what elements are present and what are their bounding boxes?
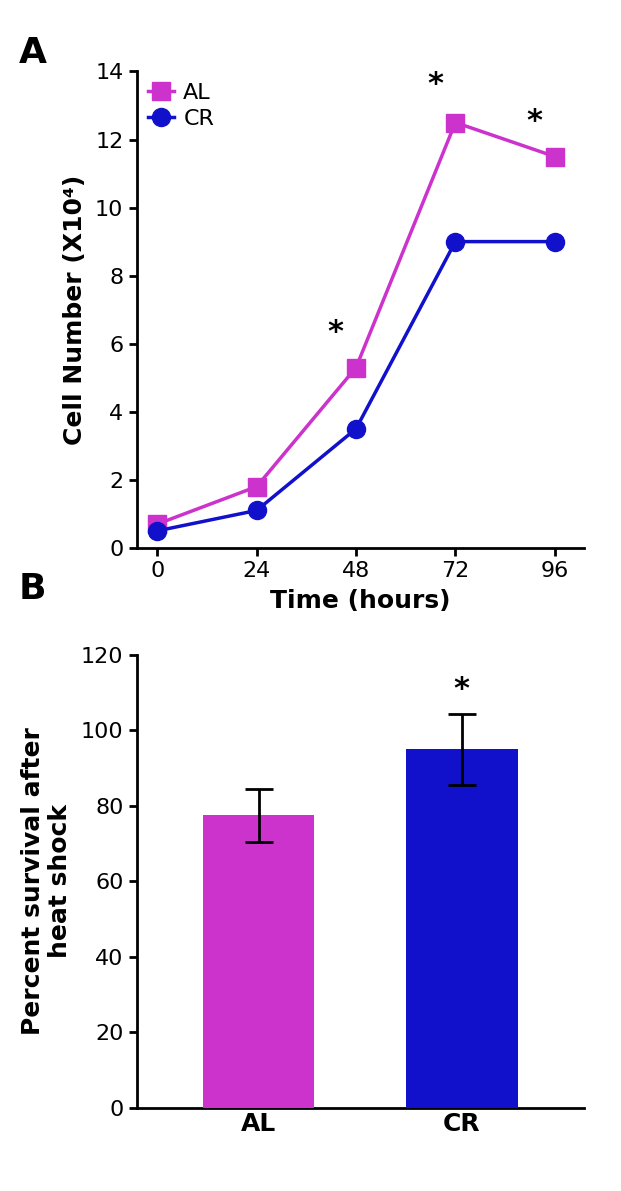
Y-axis label: Percent survival after
heat shock: Percent survival after heat shock <box>20 728 73 1035</box>
Text: A: A <box>19 36 47 70</box>
Text: *: * <box>328 318 343 347</box>
Text: *: * <box>527 107 542 136</box>
Legend: AL, CR: AL, CR <box>148 82 214 130</box>
Text: *: * <box>427 70 443 99</box>
Y-axis label: Cell Number (X10⁴): Cell Number (X10⁴) <box>63 175 87 444</box>
Bar <box>406 749 518 1108</box>
X-axis label: Time (hours): Time (hours) <box>270 590 450 613</box>
Text: *: * <box>454 675 470 704</box>
Text: B: B <box>19 572 46 606</box>
Bar <box>202 816 314 1108</box>
